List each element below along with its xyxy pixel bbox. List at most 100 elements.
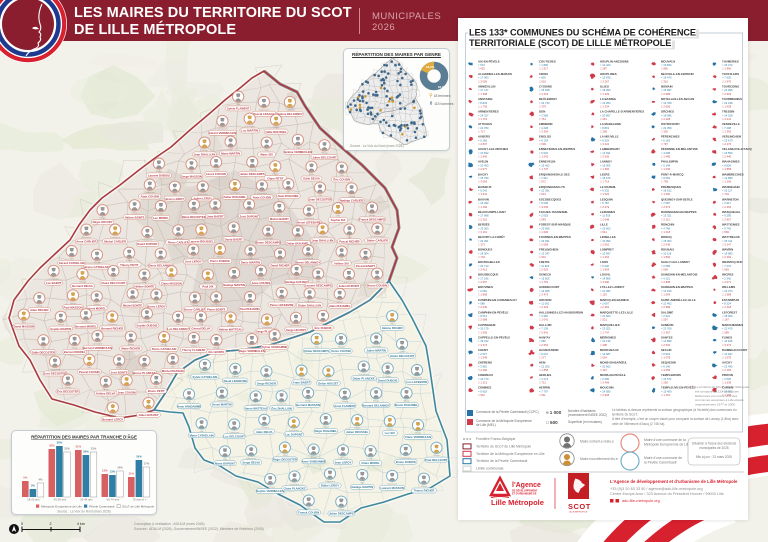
svg-text:Éric COUSIN: Éric COUSIN <box>333 177 350 182</box>
svg-text:≈ 18 085: ≈ 18 085 <box>661 113 672 117</box>
svg-text:Ville: Ville <box>247 212 252 214</box>
svg-text:Village: Village <box>227 325 234 327</box>
svg-text:≈ 24 580: ≈ 24 580 <box>600 389 611 393</box>
svg-text:≈ 4 121: ≈ 4 121 <box>661 276 670 280</box>
svg-text:≈ 12 424: ≈ 12 424 <box>600 63 611 67</box>
svg-text:Village: Village <box>131 213 138 215</box>
svg-text:Maire nouvellement élu.e: Maire nouvellement élu.e <box>580 457 618 461</box>
svg-text:Ville: Ville <box>309 174 314 176</box>
svg-text:Commune: Commune <box>198 194 209 196</box>
svg-text:Régis DUHAMEL: Régis DUHAMEL <box>315 429 338 433</box>
svg-text:□ 709: □ 709 <box>661 180 668 184</box>
svg-text:BONDUES: BONDUES <box>478 248 492 252</box>
svg-text:Laurent DESCAMPS: Laurent DESCAMPS <box>305 284 332 288</box>
svg-text:Commune: Commune <box>229 281 240 283</box>
svg-text:□ 634: □ 634 <box>600 355 607 359</box>
svg-text:≈ 23 602: ≈ 23 602 <box>600 226 611 230</box>
svg-text:Ville: Ville <box>318 195 323 197</box>
svg-text:30-44 ans: 30-44 ans <box>80 498 93 502</box>
svg-text:Village: Village <box>217 257 224 259</box>
svg-text:□ 2 279: □ 2 279 <box>600 205 610 209</box>
svg-text:≈ 22 470: ≈ 22 470 <box>722 327 733 331</box>
svg-text:≈ 15 452: ≈ 15 452 <box>539 164 550 168</box>
svg-text:+33 (0)3 20 63 33 50 / agence@: +33 (0)3 20 63 33 50 / agence@adu-lille-… <box>610 487 703 491</box>
svg-text:≈ 3 366: ≈ 3 366 <box>539 314 548 318</box>
svg-text:2: 2 <box>50 522 52 526</box>
svg-text:⚲ 18 femmes: ⚲ 18 femmes <box>429 93 451 99</box>
svg-text:MARCQ-EN-BARŒUL: MARCQ-EN-BARŒUL <box>600 298 630 302</box>
svg-text:Village: Village <box>128 344 135 346</box>
svg-text:□ 572: □ 572 <box>539 180 546 184</box>
svg-text:Village: Village <box>415 433 422 435</box>
svg-text:David DUBOIS: David DUBOIS <box>378 379 397 383</box>
svg-text:Ville: Ville <box>347 237 352 239</box>
svg-text:≈ 2 527: ≈ 2 527 <box>478 352 487 356</box>
svg-text:Ville: Ville <box>315 346 320 348</box>
svg-text:□ 1 392: □ 1 392 <box>722 129 732 133</box>
svg-text:Pascal COUSIN: Pascal COUSIN <box>79 370 100 374</box>
svg-text:Ville: Ville <box>277 215 282 217</box>
svg-text:Territoire de la Métropole Eur: Territoire de la Métropole Européenne en… <box>476 452 545 456</box>
svg-text:□ 1 737: □ 1 737 <box>539 167 549 171</box>
svg-text:communes associées à Lille dep: communes associées à Lille depuis <box>695 398 744 402</box>
svg-text:□ 2 957: □ 2 957 <box>722 217 732 221</box>
svg-text:□ 277: □ 277 <box>539 355 546 359</box>
svg-text:Claire VERMEULEN: Claire VERMEULEN <box>405 435 431 439</box>
svg-text:□ 1 522: □ 1 522 <box>600 192 610 196</box>
svg-text:□ 326: □ 326 <box>661 129 668 133</box>
svg-text:≈ 16 646: ≈ 16 646 <box>722 339 733 343</box>
svg-text:Village: Village <box>387 429 394 431</box>
svg-text:WERVICQ-SUD: WERVICQ-SUD <box>722 260 743 264</box>
svg-text:□ 901: □ 901 <box>539 255 546 259</box>
svg-text:≈ 22 760: ≈ 22 760 <box>661 327 672 331</box>
svg-text:□ 3 247: □ 3 247 <box>722 242 732 246</box>
svg-text:Bernard MOREL: Bernard MOREL <box>75 324 97 328</box>
svg-text:Didier DHALLUIN: Didier DHALLUIN <box>298 303 321 307</box>
svg-text:Laurent DUBOIS: Laurent DUBOIS <box>148 174 170 178</box>
svg-text:□ 1 517: □ 1 517 <box>539 67 549 71</box>
svg-text:ET D'URBANISME DE: ET D'URBANISME DE <box>512 493 537 496</box>
svg-text:□ 942: □ 942 <box>478 393 485 397</box>
svg-text:NEUVILLE-EN-FERRAIN: NEUVILLE-EN-FERRAIN <box>661 72 694 76</box>
svg-text:LA MADELEINE: LA MADELEINE <box>600 122 621 126</box>
svg-text:Sophie SIX: Sophie SIX <box>331 218 346 222</box>
svg-text:≈ 600: ≈ 600 <box>539 76 546 80</box>
svg-text:≈ 5 149: ≈ 5 149 <box>661 164 670 168</box>
svg-text:≈ 20 595: ≈ 20 595 <box>539 226 550 230</box>
svg-text:Ville: Ville <box>171 366 176 368</box>
svg-text:□ 589: □ 589 <box>722 330 729 334</box>
svg-text:□ 2 071: □ 2 071 <box>722 280 732 284</box>
svg-text:Ville: Ville <box>307 508 312 510</box>
svg-text:Superficie (en hectares): Superficie (en hectares) <box>568 420 602 424</box>
svg-text:LOUVIL: LOUVIL <box>600 273 611 277</box>
svg-text:Commune: Commune <box>257 193 268 195</box>
svg-text:SAINGHIN-EN-WEPPES: SAINGHIN-EN-WEPPES <box>661 285 693 289</box>
svg-text:GONDECOURT: GONDECOURT <box>539 285 560 289</box>
svg-text:Conception & réalisation : ADU: Conception & réalisation : ADULM (mars 2… <box>134 522 204 526</box>
svg-text:RAIMBEAUCOURT: RAIMBEAUCOURT <box>722 348 748 352</box>
svg-text:≈ 14 665: ≈ 14 665 <box>539 289 550 293</box>
svg-text:LA NEUVILLE: LA NEUVILLE <box>600 135 619 139</box>
svg-text:BACHY: BACHY <box>478 172 488 176</box>
svg-text:Ville: Ville <box>229 149 234 151</box>
svg-text:OSTRICOURT: OSTRICOURT <box>661 122 680 126</box>
svg-text:Régis VERMEULEN: Régis VERMEULEN <box>239 349 265 353</box>
svg-text:□ 717: □ 717 <box>478 129 485 133</box>
svg-text:Denis MARTIN: Denis MARTIN <box>241 261 260 265</box>
svg-text:□ 1 858: □ 1 858 <box>539 368 549 372</box>
svg-text:David RICHER: David RICHER <box>270 264 289 268</box>
svg-text:≈ 1 890: ≈ 1 890 <box>539 63 548 67</box>
svg-text:Jean LEROY: Jean LEROY <box>335 460 352 464</box>
svg-text:Ville: Ville <box>154 302 159 304</box>
svg-text:≈ 2 921: ≈ 2 921 <box>661 314 670 318</box>
svg-text:≈ 3 174: ≈ 3 174 <box>539 377 548 381</box>
svg-text:□ 641: □ 641 <box>600 230 607 234</box>
svg-text:Anne VANDAMME: Anne VANDAMME <box>302 460 326 464</box>
svg-text:≈ 8 324: ≈ 8 324 <box>722 302 731 306</box>
svg-text:Commune: Commune <box>156 261 167 263</box>
svg-text:≈ 1 911: ≈ 1 911 <box>539 176 548 180</box>
svg-text:RONCQ: RONCQ <box>661 235 672 239</box>
svg-text:Franck COUSIN: Franck COUSIN <box>298 511 319 515</box>
svg-text:de Lille (MEL): de Lille (MEL) <box>476 423 496 427</box>
svg-text:≈ 21 603: ≈ 21 603 <box>600 314 611 318</box>
